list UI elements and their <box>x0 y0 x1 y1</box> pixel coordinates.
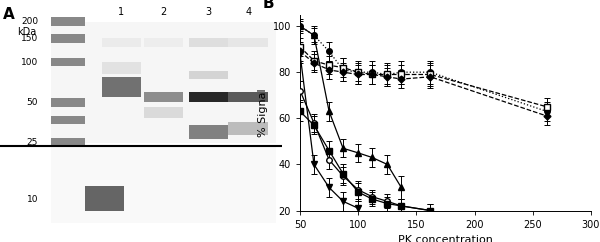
Polygon shape <box>189 71 229 79</box>
Polygon shape <box>101 62 141 74</box>
Polygon shape <box>51 58 85 67</box>
Polygon shape <box>85 186 124 211</box>
Polygon shape <box>229 122 268 135</box>
Polygon shape <box>144 107 184 118</box>
Polygon shape <box>51 17 85 26</box>
Text: 4: 4 <box>245 7 251 17</box>
Polygon shape <box>189 125 229 139</box>
Polygon shape <box>101 77 141 97</box>
Polygon shape <box>144 38 184 47</box>
Text: 2: 2 <box>160 7 167 17</box>
Text: A: A <box>3 7 14 22</box>
Polygon shape <box>51 138 85 147</box>
Polygon shape <box>51 98 85 107</box>
Y-axis label: % Signal: % Signal <box>259 88 268 137</box>
Text: 150: 150 <box>21 34 38 43</box>
Polygon shape <box>189 38 229 47</box>
Text: 3: 3 <box>206 7 212 17</box>
Text: 50: 50 <box>26 98 38 107</box>
Polygon shape <box>229 38 268 47</box>
Polygon shape <box>189 91 229 102</box>
Polygon shape <box>51 146 277 223</box>
Text: 200: 200 <box>21 17 38 26</box>
Text: 10: 10 <box>26 195 38 204</box>
Polygon shape <box>101 38 141 47</box>
Text: kDa: kDa <box>17 27 36 37</box>
Polygon shape <box>51 116 85 124</box>
X-axis label: PK concentration: PK concentration <box>398 235 493 242</box>
Text: B: B <box>262 0 274 11</box>
Text: 1: 1 <box>118 7 124 17</box>
Text: 100: 100 <box>21 58 38 67</box>
Polygon shape <box>229 91 268 102</box>
Text: 25: 25 <box>26 138 38 147</box>
Polygon shape <box>144 91 184 102</box>
Polygon shape <box>51 22 277 143</box>
Polygon shape <box>51 34 85 43</box>
